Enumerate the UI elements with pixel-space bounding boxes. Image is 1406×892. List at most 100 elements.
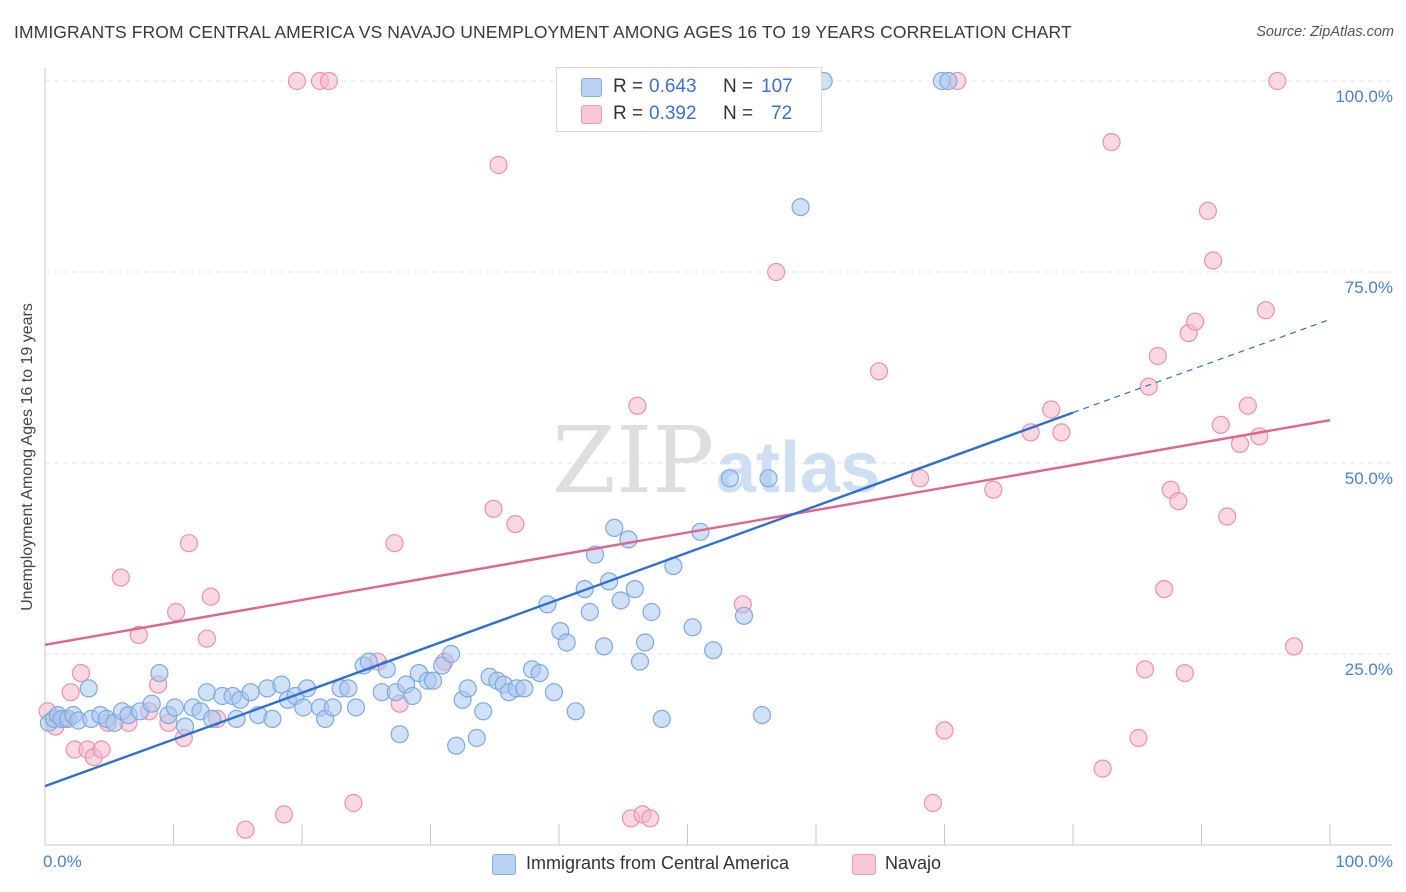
central-america-point xyxy=(720,469,740,488)
central-america-point xyxy=(458,679,477,698)
central-america-point xyxy=(272,675,291,694)
central-america-point xyxy=(791,198,810,217)
chart-title: IMMIGRANTS FROM CENTRAL AMERICA VS NAVAJ… xyxy=(14,22,1072,42)
navajo-point xyxy=(489,155,508,175)
central-america-point xyxy=(625,579,644,599)
navajo-point xyxy=(319,71,339,91)
series-legend: Immigrants from Central America Navajo xyxy=(0,852,1406,876)
legend-row-central-america: R = 0.643 N = 107 xyxy=(557,73,821,101)
central-america-point xyxy=(580,602,599,622)
navajo-point xyxy=(935,721,954,740)
central-america-point xyxy=(683,618,702,637)
central-america-point xyxy=(241,683,260,702)
y-tick-label-25: 25.0% xyxy=(1344,660,1393,679)
central-america-point xyxy=(734,606,754,625)
navajo-point xyxy=(1155,579,1174,599)
central-america-point xyxy=(619,530,638,549)
central-america-trend-line xyxy=(44,411,1074,788)
legend-n-value-1: 107 xyxy=(761,76,793,97)
navajo-point xyxy=(1148,346,1167,366)
navajo-point xyxy=(1218,507,1237,526)
central-america-point xyxy=(605,518,624,538)
central-america-point xyxy=(165,698,184,717)
navajo-point xyxy=(287,71,306,91)
central-america-point xyxy=(566,702,585,721)
blue-swatch xyxy=(581,78,602,97)
x-tick-label-max: 100.0% xyxy=(1335,852,1393,871)
navajo-point xyxy=(628,396,647,415)
pink-swatch xyxy=(581,105,602,124)
navajo-point xyxy=(1238,396,1257,415)
navajo-point xyxy=(1102,133,1121,152)
y-axis-title: Unemployment Among Ages 16 to 19 years xyxy=(19,303,36,611)
central-america-point xyxy=(263,709,282,729)
legend-n-label: N = xyxy=(723,103,754,124)
central-america-point xyxy=(467,728,486,748)
navajo-point xyxy=(197,629,216,648)
central-america-point xyxy=(424,671,443,690)
central-america-point xyxy=(594,637,614,656)
central-america-point xyxy=(530,663,549,683)
legend-row-navajo: R = 0.392 N = 72 xyxy=(557,100,821,128)
navajo-point xyxy=(344,793,363,813)
navajo-point xyxy=(1042,400,1061,419)
central-america-point xyxy=(294,698,313,717)
central-america-point xyxy=(611,591,630,610)
watermark: ZIP atlas xyxy=(552,407,880,514)
navajo-point xyxy=(1185,312,1205,331)
navajo-point xyxy=(1268,71,1287,91)
navajo-point xyxy=(167,602,186,622)
navajo-point xyxy=(61,683,80,702)
navajo-point xyxy=(1256,301,1275,320)
central-america-point xyxy=(142,694,161,713)
legend-label-navajo: Navajo xyxy=(885,853,942,873)
legend-swatch-navajo xyxy=(852,854,876,875)
navajo-trend-line xyxy=(44,419,1331,647)
navajo-point xyxy=(129,625,148,645)
central-america-point xyxy=(79,679,98,698)
central-america-point xyxy=(557,633,576,652)
navajo-point xyxy=(92,740,111,759)
central-america-point xyxy=(197,683,216,702)
legend-n-label: N = xyxy=(723,76,754,97)
central-america-point xyxy=(442,644,461,664)
central-america-point xyxy=(544,683,564,702)
correlation-legend: R = 0.643 N = 107 R = 0.392 N = 72 xyxy=(556,67,822,132)
navajo-point xyxy=(641,809,660,828)
navajo-point xyxy=(236,820,255,839)
navajo-point xyxy=(1169,492,1188,511)
central-america-point xyxy=(752,705,772,725)
central-america-point xyxy=(759,469,778,488)
central-america-point xyxy=(346,698,366,717)
navajo-point xyxy=(1203,251,1223,270)
legend-r-value-2: 0.392 xyxy=(649,103,697,124)
central-america-point xyxy=(339,679,358,698)
navajo-point xyxy=(923,793,943,813)
navajo-point xyxy=(869,362,889,381)
navajo-point xyxy=(1135,660,1155,679)
central-america-point xyxy=(635,633,655,652)
central-america-point xyxy=(474,702,493,721)
navajo-point xyxy=(1175,663,1194,683)
central-america-point xyxy=(630,652,650,671)
y-tick-label-75: 75.0% xyxy=(1344,278,1393,297)
central-america-point xyxy=(515,679,534,698)
navajo-point xyxy=(506,514,525,534)
navajo-point xyxy=(201,587,220,606)
navajo-point xyxy=(385,534,404,553)
legend-n-value-2: 72 xyxy=(771,103,793,124)
central-america-point xyxy=(652,709,671,729)
legend-r-label: R = xyxy=(613,103,644,124)
central-america-point xyxy=(642,602,661,622)
navajo-point xyxy=(1284,637,1304,656)
central-america-point xyxy=(447,736,466,755)
chart-source: Source: ZipAtlas.com xyxy=(1256,24,1394,40)
legend-r-value-1: 0.643 xyxy=(649,76,697,97)
y-tick-label-50: 50.0% xyxy=(1344,469,1393,488)
navajo-point xyxy=(179,534,198,553)
navajo-point xyxy=(1198,201,1218,220)
navajo-point xyxy=(1139,377,1158,396)
navajo-point xyxy=(1052,423,1071,442)
trend-lines xyxy=(44,318,1331,788)
